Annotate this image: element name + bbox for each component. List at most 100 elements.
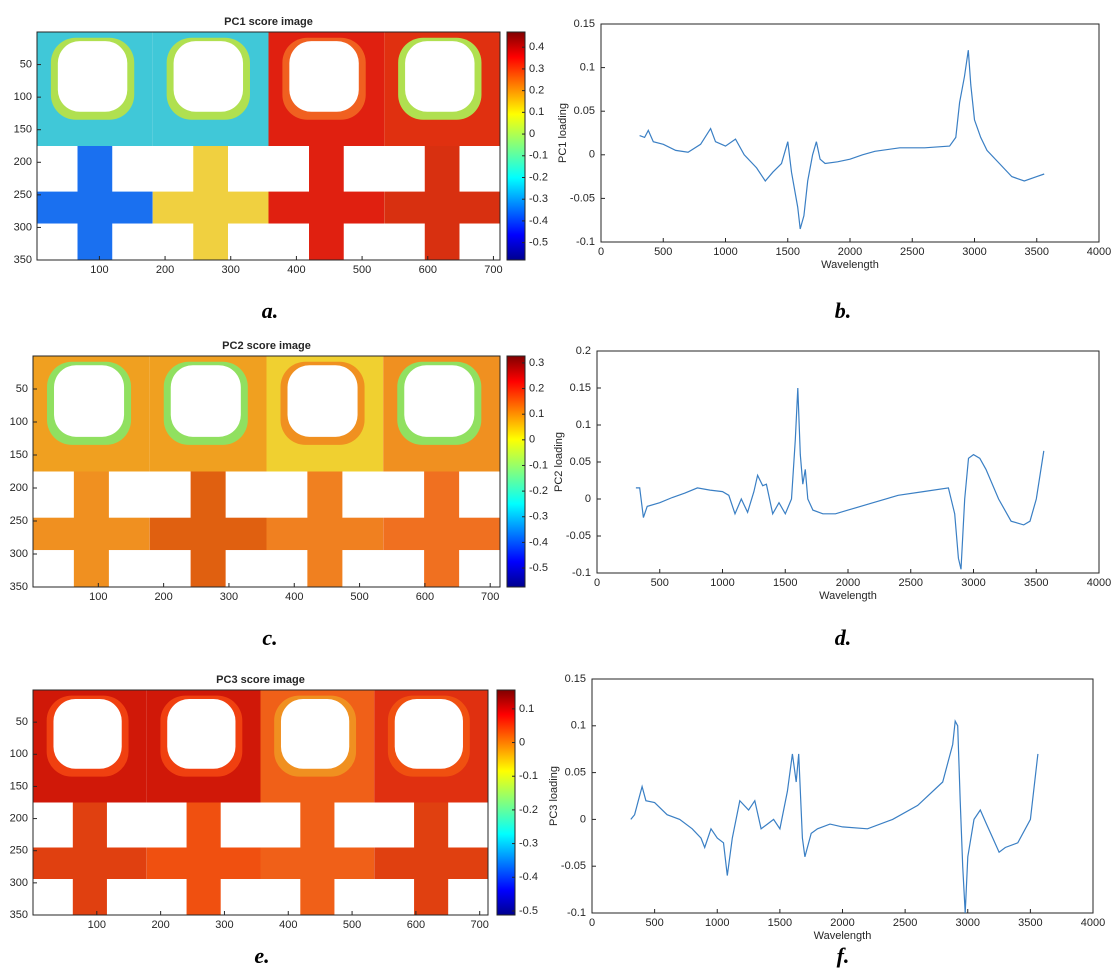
axes-frame bbox=[32, 355, 501, 588]
y-tick-label: 300 bbox=[10, 877, 28, 889]
y-tick-label: -0.05 bbox=[561, 860, 586, 872]
colorbar-tick-label: 0.2 bbox=[529, 85, 544, 97]
image-hole bbox=[404, 365, 475, 437]
colorbar-tick-label: 0 bbox=[529, 434, 535, 446]
x-tick-label: 700 bbox=[471, 919, 489, 931]
image-cross bbox=[152, 191, 269, 224]
image-cross bbox=[260, 847, 375, 879]
colorbar-tick-label: 0 bbox=[529, 128, 535, 140]
x-tick-label: 2000 bbox=[838, 246, 862, 258]
y-tick-label: -0.05 bbox=[570, 192, 595, 204]
colorbar-tick-label: 0 bbox=[519, 736, 525, 748]
y-tick-label: 0.1 bbox=[576, 419, 591, 431]
y-tick-label: 50 bbox=[20, 58, 32, 70]
colorbar-tick-label: -0.2 bbox=[519, 804, 538, 816]
colorbar-tick-label: 0.1 bbox=[529, 408, 544, 420]
y-tick-label: 0.1 bbox=[580, 62, 595, 74]
y-tick-label: 350 bbox=[14, 254, 32, 266]
y-axis-label: PC2 loading bbox=[553, 432, 565, 492]
x-tick-label: 500 bbox=[645, 917, 663, 929]
x-tick-label: 4000 bbox=[1087, 577, 1111, 589]
colorbar-tick-label: -0.2 bbox=[529, 171, 548, 183]
y-tick-label: 150 bbox=[14, 124, 32, 136]
x-tick-label: 700 bbox=[481, 591, 499, 603]
image-hole bbox=[54, 365, 125, 437]
x-tick-label: 1000 bbox=[713, 246, 737, 258]
y-tick-label: 250 bbox=[10, 515, 28, 527]
image-title: PC3 score image bbox=[216, 674, 305, 686]
colorbar-tick-label: -0.4 bbox=[519, 871, 538, 883]
image-hole bbox=[287, 365, 358, 437]
y-tick-label: -0.1 bbox=[576, 236, 595, 248]
x-tick-label: 100 bbox=[89, 591, 107, 603]
x-tick-label: 4000 bbox=[1081, 917, 1105, 929]
y-axis-label: PC3 loading bbox=[548, 766, 560, 826]
axes-frame bbox=[596, 350, 1100, 574]
image-hole bbox=[57, 41, 128, 112]
x-axis-label: Wavelength bbox=[821, 259, 879, 271]
colorbar-tick-label: -0.3 bbox=[529, 511, 548, 523]
y-tick-label: 100 bbox=[14, 91, 32, 103]
y-tick-label: 100 bbox=[10, 416, 28, 428]
panel-caption: f. bbox=[837, 943, 850, 968]
x-tick-label: 3500 bbox=[1024, 577, 1048, 589]
colorbar-tick-label: 0.2 bbox=[529, 382, 544, 394]
x-tick-label: 400 bbox=[287, 264, 305, 276]
x-tick-label: 300 bbox=[215, 919, 233, 931]
y-tick-label: 0.1 bbox=[571, 720, 586, 732]
y-tick-label: 0 bbox=[589, 149, 595, 161]
x-tick-label: 700 bbox=[484, 264, 502, 276]
y-tick-label: 200 bbox=[10, 812, 28, 824]
image-cross bbox=[383, 517, 500, 551]
x-tick-label: 2500 bbox=[893, 917, 917, 929]
y-tick-label: 350 bbox=[10, 581, 28, 593]
y-tick-label: 0 bbox=[580, 813, 586, 825]
image-hole bbox=[173, 41, 244, 112]
colorbar-tick-label: -0.2 bbox=[529, 485, 548, 497]
colorbar bbox=[506, 355, 526, 588]
image-hole bbox=[53, 699, 122, 769]
x-tick-label: 500 bbox=[651, 577, 669, 589]
x-tick-label: 600 bbox=[416, 591, 434, 603]
x-tick-label: 100 bbox=[88, 919, 106, 931]
x-tick-label: 500 bbox=[350, 591, 368, 603]
y-tick-label: 250 bbox=[14, 189, 32, 201]
y-tick-label: -0.1 bbox=[567, 907, 586, 919]
x-tick-label: 200 bbox=[156, 264, 174, 276]
y-tick-label: 150 bbox=[10, 780, 28, 792]
x-tick-label: 2500 bbox=[900, 246, 924, 258]
score-image bbox=[33, 356, 500, 587]
x-tick-label: 2500 bbox=[899, 577, 923, 589]
colorbar-tick-label: -0.1 bbox=[519, 770, 538, 782]
x-tick-label: 3500 bbox=[1018, 917, 1042, 929]
colorbar-tick-label: -0.4 bbox=[529, 536, 548, 548]
image-cross bbox=[33, 847, 147, 879]
image-hole bbox=[167, 699, 236, 769]
colorbar-tick-label: -0.5 bbox=[529, 237, 548, 249]
colorbar-tick-label: -0.4 bbox=[529, 215, 548, 227]
y-tick-label: 200 bbox=[14, 156, 32, 168]
axes-frame bbox=[32, 689, 489, 916]
y-tick-label: 250 bbox=[10, 845, 28, 857]
image-title: PC1 score image bbox=[224, 16, 313, 28]
colorbar-tick-label: -0.5 bbox=[519, 905, 538, 917]
image-cross bbox=[33, 517, 150, 551]
panel-caption: b. bbox=[835, 298, 852, 323]
y-axis-label: PC1 loading bbox=[557, 103, 569, 163]
colorbar-tick-label: -0.1 bbox=[529, 459, 548, 471]
image-cross bbox=[374, 847, 488, 879]
image-cross bbox=[384, 191, 500, 224]
x-tick-label: 0 bbox=[594, 577, 600, 589]
colorbar-tick-label: 0.4 bbox=[529, 41, 544, 53]
x-tick-label: 100 bbox=[90, 264, 108, 276]
image-cross bbox=[146, 847, 261, 879]
x-tick-label: 300 bbox=[222, 264, 240, 276]
image-cross bbox=[149, 517, 267, 551]
colorbar-tick-label: -0.3 bbox=[529, 193, 548, 205]
image-hole bbox=[170, 365, 241, 437]
y-tick-label: -0.05 bbox=[566, 530, 591, 542]
x-axis-label: Wavelength bbox=[814, 930, 872, 942]
score-image bbox=[33, 690, 488, 915]
x-tick-label: 1500 bbox=[776, 246, 800, 258]
colorbar-tick-label: -0.1 bbox=[529, 150, 548, 162]
